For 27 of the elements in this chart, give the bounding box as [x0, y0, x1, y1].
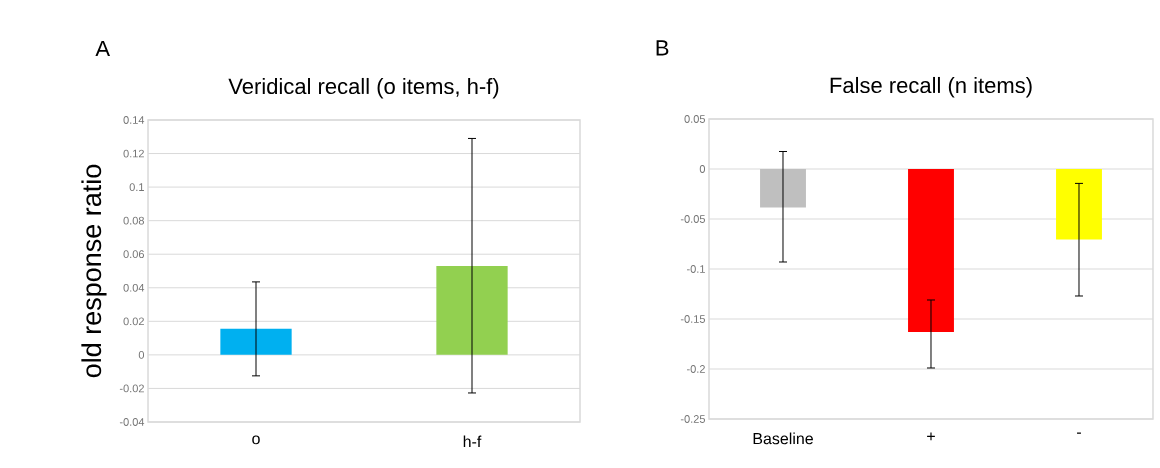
y-tick-label: -0.15: [680, 315, 705, 323]
x-tick-label: o: [252, 435, 260, 445]
x-tick-label: -: [1077, 432, 1081, 434]
y-axis-title: old response ratio: [81, 164, 107, 378]
y-tick-label: -0.04: [119, 418, 145, 426]
y-tick-label: 0.04: [123, 283, 145, 292]
y-tick-label: -0.02: [119, 384, 144, 393]
y-tick-label: -0.1: [687, 265, 705, 273]
y-tick-label: -0.2: [687, 365, 705, 373]
x-tick-label: +: [927, 432, 935, 441]
y-tick-label: 0.08: [123, 216, 144, 225]
y-tick-label: 0.06: [123, 250, 144, 259]
y-tick-label: 0.14: [123, 116, 145, 124]
chart-title: False recall (n items): [830, 76, 1032, 98]
y-tick-label: 0: [138, 350, 145, 359]
text: A: [95, 40, 111, 57]
y-tick-label: 0.1: [129, 183, 144, 191]
y-tick-label: -0.05: [680, 215, 705, 223]
x-tick-label: Baseline: [753, 432, 813, 445]
chart-title: Veridical recall (o items, h-f): [228, 77, 499, 99]
y-tick-label: 0.05: [684, 115, 705, 123]
x-tick-label: h-f: [463, 435, 482, 448]
y-tick-label: 0.12: [123, 149, 144, 158]
y-tick-label: 0: [699, 165, 706, 173]
y-tick-label: -0.25: [680, 415, 705, 423]
text: B: [656, 40, 669, 56]
y-tick-label: 0.02: [123, 317, 144, 326]
